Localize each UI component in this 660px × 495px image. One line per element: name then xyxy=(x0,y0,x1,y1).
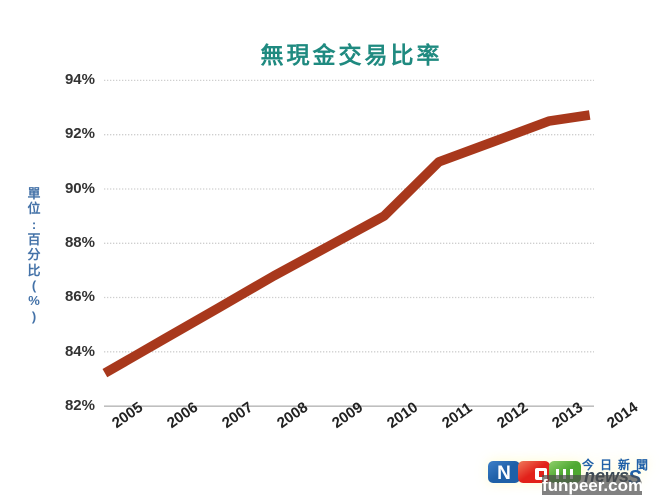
svg-text:今日新聞: 今日新聞 xyxy=(581,457,654,472)
svg-text:N: N xyxy=(497,463,511,484)
